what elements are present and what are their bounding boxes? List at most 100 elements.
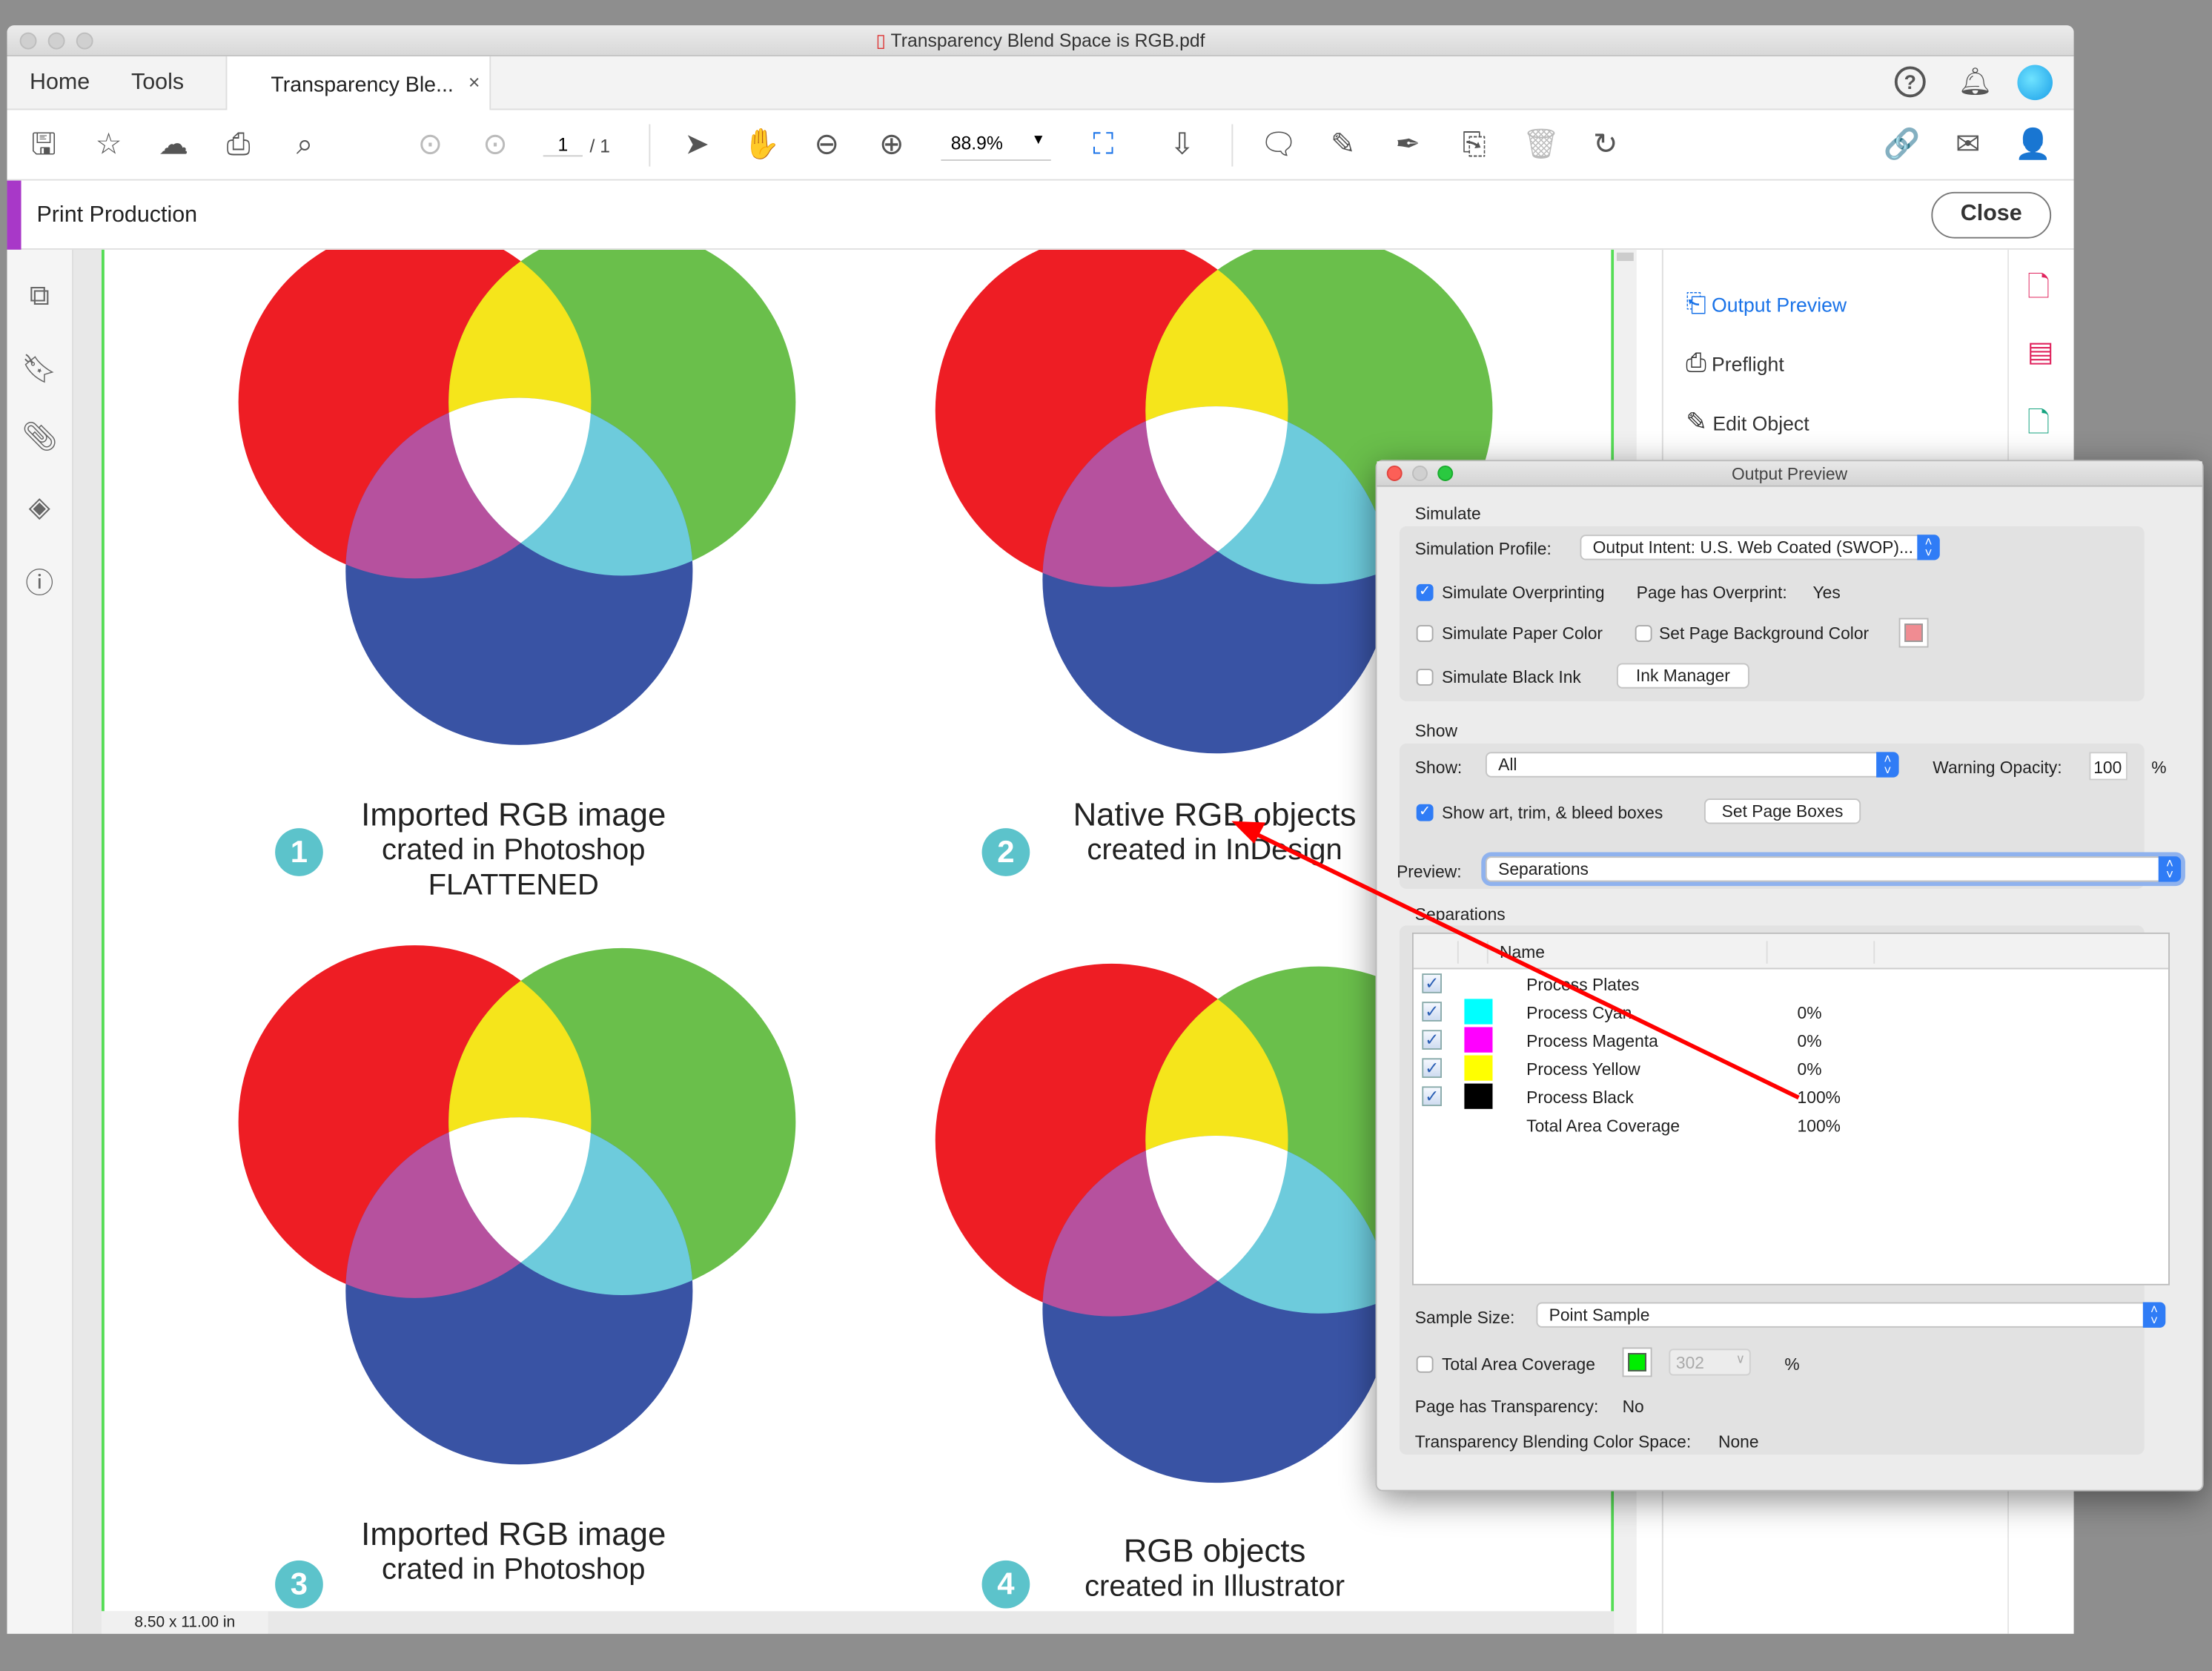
- delete-icon[interactable]: 🗑: [1522, 128, 1560, 161]
- page-number-input[interactable]: 1: [543, 134, 583, 157]
- export-pdf-icon[interactable]: 🗋: [2027, 407, 2050, 439]
- select-arrow-icon[interactable]: ➤: [684, 128, 709, 161]
- table-row[interactable]: ✓ Process Plates: [1414, 969, 2168, 997]
- table-row[interactable]: ✓ Process Magenta 0%: [1414, 1026, 2168, 1054]
- email-icon[interactable]: ✉: [1956, 128, 1981, 161]
- tab-tools[interactable]: Tools: [130, 70, 185, 95]
- user-avatar[interactable]: [2017, 64, 2053, 101]
- close-window-button[interactable]: [19, 32, 37, 50]
- page-background-color-swatch[interactable]: [1898, 618, 1929, 648]
- page-thumbnails-icon[interactable]: ⧉: [29, 280, 50, 312]
- show-boxes-label: Show art, trim, & bleed boxes: [1441, 802, 1663, 823]
- layers-icon[interactable]: ◈: [28, 492, 50, 524]
- separation-rows: ✓ Process Plates ✓ Process Cyan 0% ✓ Process M…: [1414, 969, 2168, 1138]
- save-icon[interactable]: 🖫: [30, 128, 57, 161]
- print-icon[interactable]: ⎙: [226, 128, 251, 161]
- window-title: Transparency Blend Space is RGB.pdf: [890, 29, 1205, 51]
- scroll-mode-icon[interactable]: ⇩: [1170, 128, 1195, 161]
- previous-page-icon[interactable]: ⊙: [417, 128, 443, 161]
- zoom-window-button[interactable]: [76, 32, 93, 50]
- bookmarks-icon[interactable]: 🔖︎: [21, 354, 58, 386]
- set-page-boxes-button[interactable]: Set Page Boxes: [1703, 798, 1861, 824]
- table-row[interactable]: ✓ Process Black 100%: [1414, 1082, 2168, 1111]
- column-divider: [1873, 941, 1875, 964]
- total-area-coverage-label: Total Area Coverage: [1441, 1354, 1595, 1374]
- tac-color-swatch[interactable]: [1622, 1347, 1652, 1377]
- panel-caption-3: Imported RGB image crated in Photoshop: [288, 1516, 739, 1587]
- simulation-profile-select[interactable]: Output Intent: U.S. Web Coated (SWOP)...…: [1580, 535, 1940, 560]
- dialog-close-button[interactable]: [1386, 466, 1403, 481]
- table-row[interactable]: ✓ Process Cyan 0%: [1414, 997, 2168, 1025]
- document-info-icon[interactable]: ⓘ: [25, 568, 54, 600]
- highlight-pen-icon[interactable]: ✎: [1330, 128, 1356, 161]
- zoom-out-icon[interactable]: ⊖: [814, 128, 839, 161]
- upload-cloud-icon[interactable]: ☁: [159, 128, 189, 161]
- show-heading: Show: [1414, 721, 1457, 741]
- dialog-zoom-button[interactable]: [1437, 466, 1454, 481]
- plate-visible-checkbox[interactable]: ✓: [1422, 973, 1442, 993]
- close-tool-button[interactable]: Close: [1931, 191, 2052, 239]
- zoom-level-dropdown[interactable]: 88.9% ▼: [941, 133, 1051, 161]
- create-pdf-icon[interactable]: 🗋: [2027, 272, 2050, 304]
- show-boxes-checkbox[interactable]: ✓: [1416, 804, 1434, 821]
- organize-pages-icon[interactable]: ▤: [2027, 337, 2054, 368]
- preview-select[interactable]: Separations ˄ ˅: [1485, 856, 2182, 882]
- divider: [1231, 124, 1234, 167]
- show-select[interactable]: All ˄ ˅: [1485, 752, 1899, 778]
- warning-opacity-input[interactable]: 100: [2089, 752, 2127, 781]
- table-row[interactable]: Total Area Coverage 100%: [1414, 1111, 2168, 1139]
- attachments-icon[interactable]: 📎︎: [21, 422, 58, 453]
- plate-visible-checkbox[interactable]: ✓: [1422, 1058, 1442, 1078]
- simulate-paper-color-checkbox[interactable]: [1416, 625, 1434, 642]
- output-preview-dialog: Output Preview Simulate Simulation Profi…: [1375, 460, 2204, 1492]
- table-row[interactable]: ✓ Process Yellow 0%: [1414, 1054, 2168, 1082]
- plate-visible-checkbox[interactable]: ✓: [1422, 1002, 1442, 1022]
- dialog-minimize-button[interactable]: [1412, 466, 1428, 481]
- ink-manager-button[interactable]: Ink Manager: [1616, 663, 1749, 689]
- total-area-coverage-checkbox[interactable]: [1416, 1355, 1434, 1373]
- search-zoom-icon[interactable]: ⌕: [296, 128, 314, 161]
- title-bar: ▯ Transparency Blend Space is RGB.pdf: [7, 25, 2074, 57]
- simulate-black-ink-label: Simulate Black Ink: [1441, 667, 1581, 687]
- swatch-fill: [1628, 1353, 1646, 1371]
- edit-object-item[interactable]: ✎ Edit Object: [1686, 408, 1809, 437]
- minimize-window-button[interactable]: [47, 32, 65, 50]
- sign-icon[interactable]: ✒: [1395, 128, 1421, 161]
- rotate-icon[interactable]: ↻: [1592, 128, 1618, 161]
- plate-visible-checkbox[interactable]: ✓: [1422, 1030, 1442, 1050]
- bookmark-star-icon[interactable]: ☆: [95, 128, 122, 161]
- next-page-icon[interactable]: ⊙: [483, 128, 508, 161]
- close-tab-icon[interactable]: ×: [468, 70, 480, 93]
- column-divider: [1766, 941, 1768, 964]
- comment-icon[interactable]: 🗨: [1259, 128, 1298, 161]
- plate-visible-checkbox[interactable]: ✓: [1422, 1086, 1442, 1107]
- left-navigation-rail: ⧉ 🔖︎ 📎︎ ◈ ⓘ ◀: [7, 249, 93, 1634]
- panel-caption-4: RGB objects created in Illustrator: [989, 1532, 1440, 1604]
- preflight-item[interactable]: ⎙ Preflight: [1686, 348, 1784, 378]
- notifications-bell-icon[interactable]: 🔔︎: [1958, 67, 1993, 98]
- tab-home[interactable]: Home: [29, 70, 90, 95]
- hand-tool-icon[interactable]: ✋: [743, 128, 781, 161]
- page-background-checkbox[interactable]: [1635, 625, 1652, 642]
- panel-number-badge: 3: [275, 1560, 323, 1609]
- zoom-in-icon[interactable]: ⊕: [878, 128, 904, 161]
- caption-line: crated in Photoshop: [381, 1553, 646, 1586]
- ink-name: Process Cyan: [1526, 1003, 1632, 1023]
- sample-size-select[interactable]: Point Sample ˄ ˅: [1536, 1302, 2166, 1328]
- simulate-overprinting-checkbox[interactable]: ✓: [1416, 583, 1434, 601]
- ink-coverage: 100%: [1797, 1088, 1841, 1108]
- select-value: All: [1498, 755, 1517, 775]
- add-user-icon[interactable]: 👤: [2014, 128, 2052, 161]
- share-link-icon[interactable]: 🔗: [1883, 128, 1921, 161]
- stamp-icon[interactable]: ⎘: [1462, 128, 1486, 161]
- percent-sign: %: [2151, 757, 2167, 778]
- simulate-black-ink-checkbox[interactable]: [1416, 669, 1434, 686]
- fit-page-icon[interactable]: ⛶: [1093, 128, 1114, 161]
- tac-value-combobox[interactable]: 302 ∨: [1669, 1349, 1751, 1376]
- column-header-name[interactable]: Name: [1499, 942, 1545, 962]
- caption-line: RGB objects: [1123, 1532, 1306, 1569]
- tab-document[interactable]: Transparency Ble... ×: [225, 56, 491, 112]
- help-icon[interactable]: ?: [1894, 66, 1926, 98]
- output-preview-item[interactable]: ⎗ Output Preview: [1686, 289, 1847, 319]
- ink-color-swatch: [1464, 1055, 1493, 1081]
